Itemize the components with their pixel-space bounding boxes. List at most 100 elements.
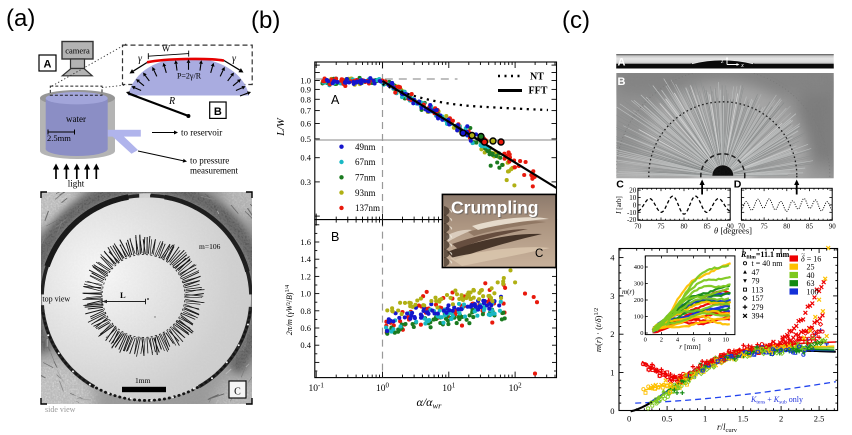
svg-text:0.4: 0.4 — [300, 153, 311, 163]
svg-text:1: 1 — [703, 414, 707, 424]
svg-text:0.4: 0.4 — [300, 340, 311, 350]
svg-text:113: 113 — [752, 285, 764, 294]
svg-text:FFT: FFT — [529, 86, 548, 97]
svg-text:γ: γ — [138, 54, 143, 65]
svg-text:I [arb]: I [arb] — [615, 196, 623, 215]
svg-text:0.6: 0.6 — [300, 323, 311, 333]
svg-text:70: 70 — [738, 223, 746, 231]
svg-text:100: 100 — [807, 287, 819, 296]
svg-text:1.4: 1.4 — [300, 254, 311, 264]
svg-text:to reservoir: to reservoir — [181, 128, 222, 138]
svg-text:C: C — [535, 248, 543, 260]
svg-text:water: water — [66, 114, 86, 124]
svg-text:θ [degrees]: θ [degrees] — [714, 226, 752, 236]
svg-text:90: 90 — [829, 223, 837, 231]
svg-text:0: 0 — [627, 414, 631, 424]
svg-text:Crumpling: Crumpling — [451, 198, 539, 218]
svg-text:1: 1 — [610, 368, 614, 378]
svg-text:100: 100 — [376, 382, 390, 395]
svg-text:A: A — [331, 93, 340, 107]
svg-text:0.6: 0.6 — [300, 119, 311, 129]
svg-text:D: D — [734, 179, 742, 191]
svg-text:25: 25 — [807, 263, 815, 272]
svg-text:Ktens + Ksub only: Ktens + Ksub only — [750, 395, 803, 406]
svg-text:-20: -20 — [627, 216, 637, 224]
svg-text:Rfilm=11.1 mm: Rfilm=11.1 mm — [740, 250, 790, 261]
svg-text:2.5: 2.5 — [814, 414, 825, 424]
svg-text:85: 85 — [806, 223, 814, 231]
svg-text:0: 0 — [640, 330, 643, 337]
svg-text:m(r): m(r) — [622, 288, 635, 296]
svg-text:279: 279 — [752, 303, 764, 312]
svg-text:0.3: 0.3 — [300, 177, 311, 187]
svg-text:A: A — [44, 58, 52, 70]
svg-text:10: 10 — [629, 194, 637, 202]
svg-text:x: x — [740, 62, 744, 69]
svg-text:80: 80 — [783, 223, 791, 231]
svg-text:100: 100 — [634, 314, 644, 321]
svg-text:B: B — [214, 106, 222, 118]
svg-text:101: 101 — [442, 382, 456, 395]
svg-text:67nm: 67nm — [355, 157, 376, 167]
svg-text:394: 394 — [752, 312, 764, 321]
svg-text:137nm: 137nm — [355, 203, 380, 213]
svg-text:2π/m (γW²/B)1/4: 2π/m (γW²/B)1/4 — [285, 285, 294, 335]
svg-text:20: 20 — [629, 187, 637, 195]
svg-text:measurement: measurement — [190, 166, 238, 176]
svg-text:(a): (a) — [6, 5, 35, 32]
svg-text:1.5: 1.5 — [738, 414, 749, 424]
svg-text:to pressure: to pressure — [190, 156, 229, 166]
svg-text:light: light — [68, 179, 85, 189]
svg-text:z: z — [720, 58, 724, 65]
svg-text:0.8: 0.8 — [300, 94, 311, 104]
svg-text:3: 3 — [610, 291, 614, 301]
svg-text:2: 2 — [610, 329, 614, 339]
svg-text:2: 2 — [660, 337, 663, 344]
svg-text:75: 75 — [761, 223, 769, 231]
svg-text:90: 90 — [727, 223, 735, 231]
svg-text:0.5: 0.5 — [300, 134, 311, 144]
svg-text:4: 4 — [610, 253, 615, 263]
svg-text:0.9: 0.9 — [300, 84, 311, 94]
svg-text:200: 200 — [634, 297, 644, 304]
svg-text:1.0: 1.0 — [300, 76, 311, 86]
svg-text:2.5mm: 2.5mm — [47, 133, 71, 143]
svg-text:(c): (c) — [562, 7, 590, 34]
svg-text:0: 0 — [633, 201, 637, 209]
svg-text:0.8: 0.8 — [300, 306, 311, 316]
svg-text:300: 300 — [634, 281, 644, 288]
svg-text:top view: top view — [42, 295, 70, 304]
svg-text:m(r) · (t/δ)1/2: m(r) · (t/δ)1/2 — [593, 308, 603, 352]
svg-text:93nm: 93nm — [355, 188, 376, 198]
svg-text:R: R — [168, 96, 175, 107]
svg-text:102: 102 — [509, 382, 523, 395]
svg-text:400: 400 — [634, 264, 644, 271]
svg-text:r/lcurv: r/lcurv — [717, 422, 738, 434]
svg-text:1.2: 1.2 — [300, 271, 311, 281]
svg-text:~: ~ — [802, 252, 806, 258]
svg-text:t = 40 nm: t = 40 nm — [752, 259, 784, 268]
svg-text:49nm: 49nm — [355, 142, 376, 152]
svg-text:r [mm]: r [mm] — [679, 342, 700, 351]
svg-text:0.7: 0.7 — [300, 106, 311, 116]
svg-text:79: 79 — [752, 277, 760, 286]
svg-text:C: C — [616, 179, 624, 191]
svg-text:Crumpling: Crumpling — [452, 199, 540, 219]
svg-text:α/αwr: α/αwr — [417, 395, 443, 411]
svg-text:A: A — [618, 57, 626, 69]
svg-text:70: 70 — [634, 223, 642, 231]
svg-text:C: C — [234, 387, 241, 398]
svg-text:γ: γ — [232, 54, 237, 65]
svg-text:L/W: L/W — [276, 117, 287, 137]
svg-text:δ = 16: δ = 16 — [801, 254, 821, 263]
svg-text:2: 2 — [779, 414, 783, 424]
svg-text:80: 80 — [681, 223, 689, 231]
svg-text:P=2γ/R: P=2γ/R — [177, 72, 202, 81]
svg-text:B: B — [618, 76, 626, 88]
svg-text:75: 75 — [658, 223, 666, 231]
svg-text:63: 63 — [807, 279, 815, 288]
svg-text:8: 8 — [708, 337, 711, 344]
svg-text:0: 0 — [644, 337, 647, 344]
svg-text:1.0: 1.0 — [300, 289, 311, 299]
svg-text:side view: side view — [45, 405, 76, 414]
